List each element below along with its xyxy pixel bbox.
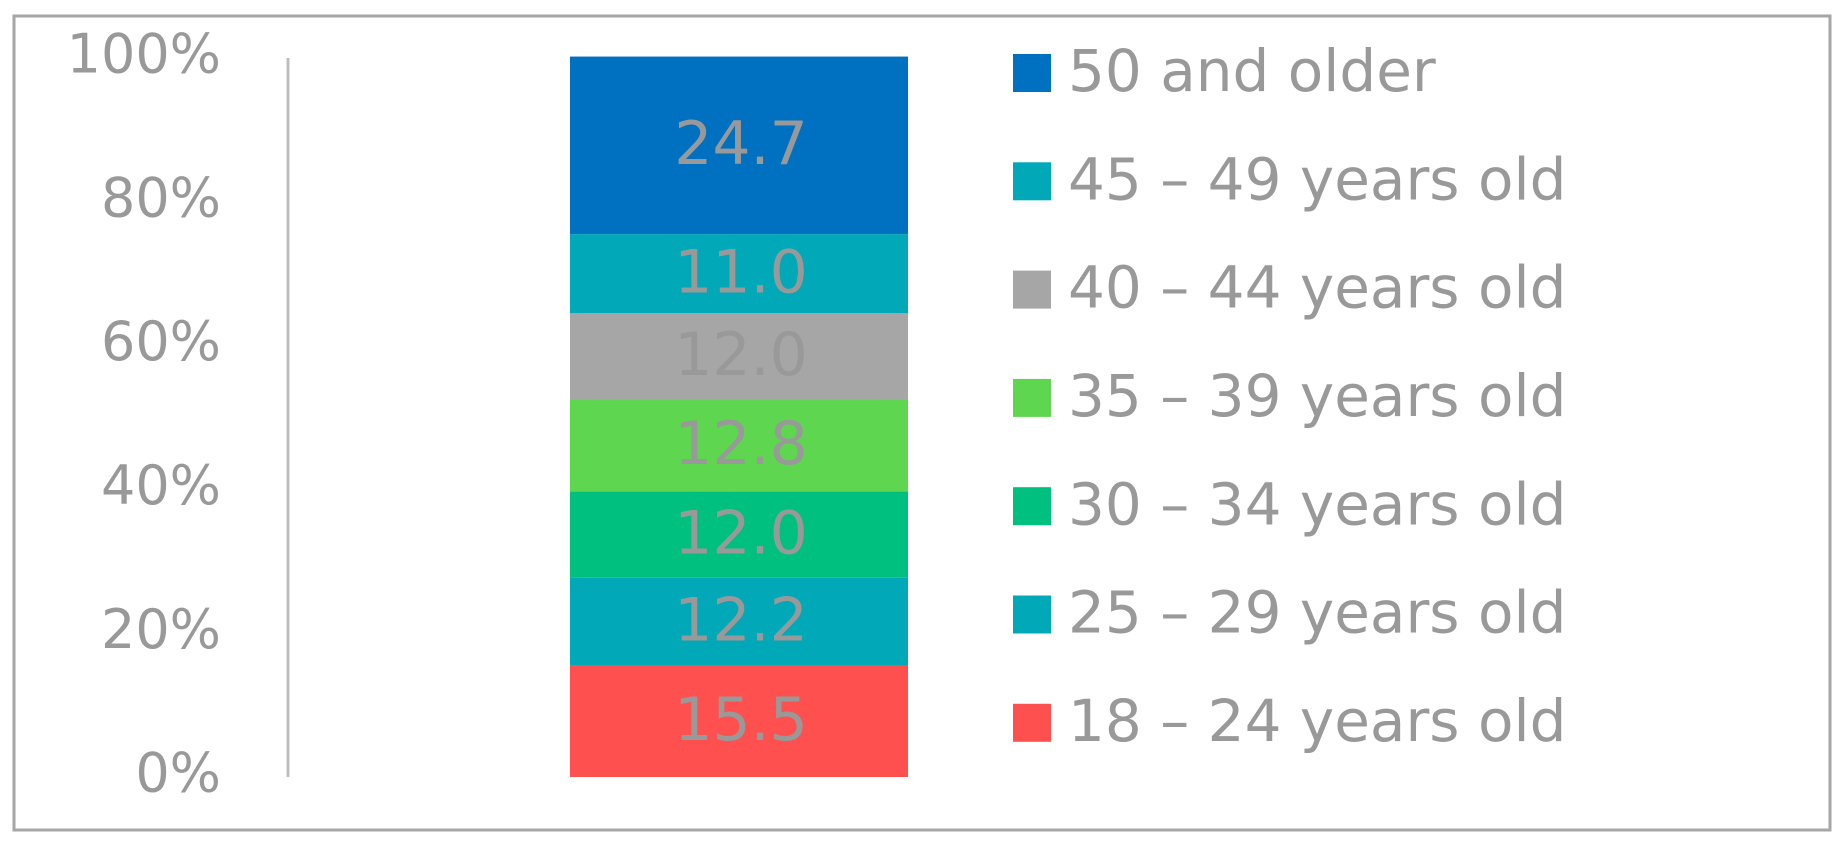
data-label: 24.7 — [674, 109, 808, 179]
data-label: 12.0 — [674, 320, 808, 390]
legend-swatch — [1013, 378, 1051, 417]
data-label: 12.0 — [674, 498, 808, 568]
y-tick-label: 0% — [135, 742, 221, 805]
legend-swatch — [1013, 162, 1051, 201]
bar-segment — [570, 491, 908, 578]
bar-segment — [570, 56, 908, 235]
y-tick-label: 40% — [101, 454, 221, 517]
legend-label: 50 and older — [1068, 37, 1436, 105]
legend-label: 30 – 34 years old — [1068, 470, 1566, 538]
bar-segment — [570, 234, 908, 314]
y-tick-label: 100% — [67, 23, 221, 86]
legend-swatch — [1013, 54, 1051, 92]
y-tick-label: 80% — [101, 166, 221, 229]
chart-border — [12, 14, 1832, 832]
data-label: 12.8 — [674, 409, 808, 479]
legend-label: 45 – 49 years old — [1068, 145, 1566, 213]
y-tick-label: 20% — [101, 598, 221, 661]
data-label: 12.2 — [674, 585, 808, 655]
bar-segment — [570, 665, 908, 777]
legend-label: 25 – 29 years old — [1068, 579, 1566, 647]
data-label: 15.5 — [674, 685, 808, 755]
bar-segment — [570, 399, 908, 492]
legend-swatch — [1013, 487, 1051, 526]
legend-label: 35 – 39 years old — [1068, 362, 1566, 430]
bar-segment — [570, 313, 908, 400]
legend-swatch — [1013, 270, 1051, 309]
legend-label: 18 – 24 years old — [1068, 687, 1566, 755]
y-tick-label: 60% — [101, 310, 221, 373]
legend-label: 40 – 44 years old — [1068, 254, 1566, 322]
bar-segment — [570, 577, 908, 666]
legend-swatch — [1013, 703, 1051, 742]
legend-swatch — [1013, 595, 1051, 634]
data-label: 11.0 — [674, 237, 808, 307]
